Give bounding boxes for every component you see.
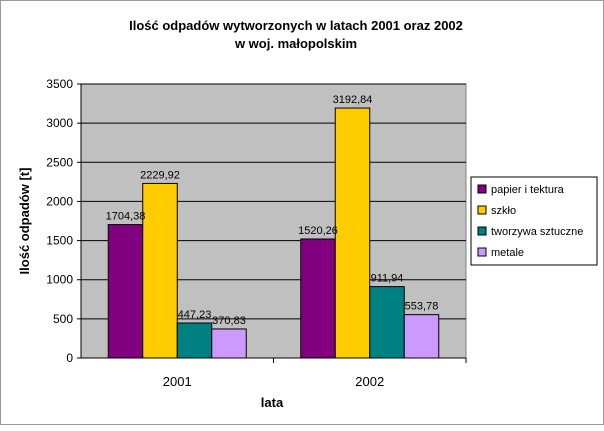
legend-label: tworzywa sztuczne: [491, 226, 583, 238]
legend-label: szkło: [491, 205, 516, 217]
bar-2001-series-0: [107, 224, 144, 359]
legend-swatch: [477, 226, 487, 236]
y-tick-label: 2500: [46, 155, 73, 169]
x-tick-label: 2001: [163, 374, 192, 389]
y-tick-label: 0: [66, 351, 73, 365]
x-axis-ticks: 2001 2002: [163, 358, 467, 389]
legend-label: metale: [491, 247, 524, 259]
data-label: 3192,84: [333, 94, 373, 106]
y-tick-label: 500: [53, 312, 73, 326]
y-tick-label: 1500: [46, 234, 73, 248]
data-label: 1520,26: [298, 225, 338, 237]
legend-box: [470, 176, 598, 266]
x-axis-title: lata: [261, 395, 284, 410]
bar-2002-series-3: [403, 314, 440, 359]
y-axis-ticks: 0 500 1000 1500 2000 2500 3000 3500: [46, 77, 81, 365]
data-label: 370,83: [212, 315, 246, 327]
chart-subtitle: w woj. małopolskim: [234, 36, 357, 51]
bar-2001-series-1: [142, 182, 178, 359]
bar-2002-series-0: [300, 238, 336, 359]
data-label: 553,78: [405, 301, 439, 313]
bar-2002-series-1: [334, 107, 371, 359]
data-label: 447,23: [178, 309, 212, 321]
y-tick-label: 1000: [46, 273, 73, 287]
legend-swatch: [477, 247, 487, 257]
bars: [107, 107, 440, 359]
y-tick-label: 3500: [46, 77, 73, 91]
legend-swatch: [477, 184, 487, 194]
data-label: 2229,92: [140, 169, 180, 181]
bar-2001-series-3: [211, 328, 247, 359]
y-tick-label: 3000: [46, 116, 73, 130]
legend: papier i tektura szkło tworzywa sztuczne me…: [470, 176, 598, 266]
legend-label: papier i tektura: [491, 184, 565, 196]
data-labels: 1704,38 2229,92 447,23 370,83 1520,26 3192,84…: [106, 94, 439, 327]
y-axis-title: Ilość odpadów [t]: [17, 168, 32, 275]
bar-2001-series-2: [176, 322, 213, 359]
y-tick-label: 2000: [46, 194, 73, 208]
bar-2002-series-2: [369, 286, 405, 359]
x-tick-label: 2002: [355, 374, 384, 389]
legend-swatch: [477, 205, 487, 215]
data-label: 1704,38: [106, 211, 146, 223]
chart-title: Ilość odpadów wytworzonych w latach 2001…: [129, 18, 463, 33]
data-label: 911,94: [371, 273, 404, 285]
